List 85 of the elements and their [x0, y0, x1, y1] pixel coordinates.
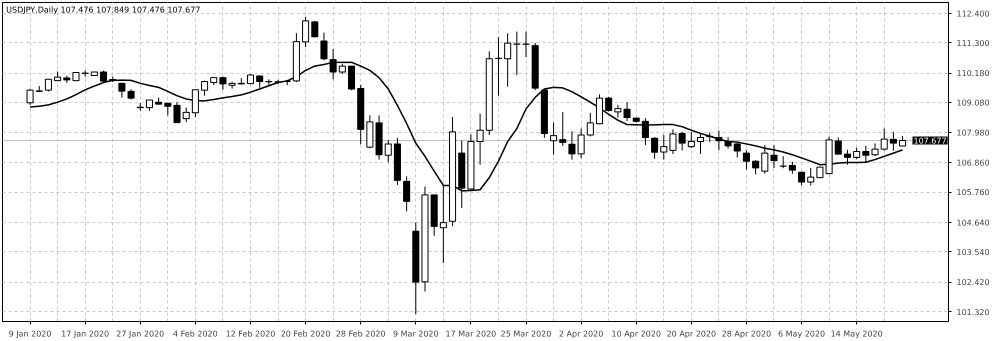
y-tick-label: 104.640 — [956, 218, 990, 228]
ref-line-label: 107.677 — [914, 136, 947, 146]
candlestick — [651, 136, 658, 160]
candlestick — [678, 131, 686, 151]
candlestick — [871, 142, 879, 157]
y-tick-label: 106.860 — [956, 158, 990, 168]
candlestick — [550, 122, 558, 156]
candlestick — [798, 172, 806, 186]
candlestick — [752, 160, 760, 175]
candlestick — [624, 102, 631, 122]
candlestick — [780, 156, 787, 169]
candlestick — [862, 145, 870, 164]
y-tick-label: 109.080 — [956, 98, 990, 108]
candlestick — [54, 70, 62, 82]
candlestick — [770, 144, 778, 168]
candlestick — [807, 167, 814, 186]
candlestick — [660, 134, 668, 160]
y-tick-label: 102.420 — [956, 278, 990, 288]
y-tick-label: 111.300 — [956, 38, 990, 48]
y-tick-label: 107.980 — [956, 128, 990, 138]
x-tick-label: 20 Feb 2020 — [280, 330, 330, 338]
candlestick — [853, 147, 860, 160]
y-tick-label: 101.320 — [956, 308, 990, 317]
candlestick — [302, 16, 310, 48]
candlestick — [476, 113, 484, 166]
candlestick — [568, 130, 576, 160]
x-tick-label: 28 Feb 2020 — [336, 330, 386, 338]
candlestick — [403, 176, 410, 212]
candlestick — [219, 76, 226, 90]
x-tick-label: 28 Apr 2020 — [722, 330, 772, 338]
candlestick — [642, 118, 649, 146]
x-tick-label: 9 Mar 2020 — [392, 330, 439, 338]
candlestick — [504, 32, 512, 88]
y-tick-label: 112.400 — [956, 9, 990, 18]
x-tick-label: 12 Feb 2020 — [226, 330, 276, 338]
candlestick — [890, 131, 897, 152]
x-tick-label: 6 May 2020 — [778, 330, 826, 338]
candlestick — [724, 136, 732, 150]
y-tick-label: 105.760 — [956, 188, 990, 198]
x-tick-label: 2 Apr 2020 — [558, 330, 604, 338]
candlestick — [688, 131, 695, 148]
candlestick — [605, 96, 612, 112]
candlestick — [44, 78, 52, 92]
candlestick — [734, 141, 741, 158]
candlestick — [669, 128, 676, 154]
x-tick-label: 9 Jan 2020 — [8, 330, 52, 338]
candlestick — [118, 82, 126, 98]
candlestick — [128, 88, 135, 100]
candlestick — [578, 128, 585, 159]
candlestick — [182, 107, 190, 123]
candlestick — [192, 89, 199, 118]
x-tick-label: 25 Mar 2020 — [500, 330, 552, 338]
candlestick — [100, 70, 108, 82]
y-tick-label: 110.180 — [956, 69, 990, 78]
candlestick — [311, 20, 318, 38]
x-tick-label: 17 Jan 2020 — [61, 330, 110, 338]
candlestick — [559, 112, 566, 146]
candlestick — [201, 80, 208, 96]
candlestick — [715, 130, 722, 151]
x-tick-label: 20 Apr 2020 — [666, 330, 716, 338]
candlestick — [173, 102, 181, 124]
candlestick — [742, 149, 750, 170]
candlestick — [761, 144, 768, 174]
candlestick — [899, 135, 906, 146]
x-tick-label: 10 Apr 2020 — [611, 330, 661, 338]
candlestick — [788, 161, 796, 174]
x-tick-label: 4 Feb 2020 — [173, 330, 218, 338]
candlestick — [384, 140, 392, 163]
x-tick-label: 27 Jan 2020 — [116, 330, 164, 338]
candlestick — [614, 104, 622, 118]
candlestick — [320, 32, 328, 61]
chart-title: USDJPY,Daily 107.476 107.849 107.476 107.677 — [6, 6, 200, 14]
x-tick-label: 14 May 2020 — [830, 330, 883, 338]
candlestick — [513, 31, 520, 76]
candlestick — [522, 31, 530, 58]
candlestick — [880, 128, 888, 152]
candlestick — [844, 149, 851, 166]
candlestick — [834, 136, 842, 156]
y-tick-label: 103.540 — [956, 248, 990, 257]
candlestick — [586, 112, 594, 137]
x-tick-label: 17 Mar 2020 — [446, 330, 496, 338]
candlestick — [348, 65, 356, 91]
candlestick — [164, 102, 172, 116]
candlestick — [256, 74, 264, 88]
candlestick — [696, 132, 704, 154]
